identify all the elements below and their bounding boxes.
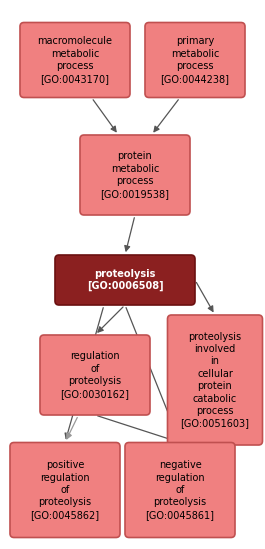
- Text: macromolecule
metabolic
process
[GO:0043170]: macromolecule metabolic process [GO:0043…: [38, 36, 113, 83]
- Text: primary
metabolic
process
[GO:0044238]: primary metabolic process [GO:0044238]: [161, 36, 229, 83]
- Text: regulation
of
proteolysis
[GO:0030162]: regulation of proteolysis [GO:0030162]: [60, 351, 130, 399]
- FancyBboxPatch shape: [10, 442, 120, 537]
- Text: proteolysis
involved
in
cellular
protein
catabolic
process
[GO:0051603]: proteolysis involved in cellular protein…: [180, 332, 250, 428]
- FancyBboxPatch shape: [145, 23, 245, 98]
- Text: protein
metabolic
process
[GO:0019538]: protein metabolic process [GO:0019538]: [100, 152, 170, 199]
- FancyBboxPatch shape: [40, 335, 150, 415]
- FancyBboxPatch shape: [80, 135, 190, 215]
- Text: proteolysis
[GO:0006508]: proteolysis [GO:0006508]: [87, 268, 163, 292]
- FancyBboxPatch shape: [20, 23, 130, 98]
- FancyBboxPatch shape: [125, 442, 235, 537]
- FancyBboxPatch shape: [167, 315, 263, 445]
- Text: positive
regulation
of
proteolysis
[GO:0045862]: positive regulation of proteolysis [GO:0…: [30, 460, 100, 520]
- Text: negative
regulation
of
proteolysis
[GO:0045861]: negative regulation of proteolysis [GO:0…: [145, 460, 214, 520]
- FancyBboxPatch shape: [55, 255, 195, 305]
